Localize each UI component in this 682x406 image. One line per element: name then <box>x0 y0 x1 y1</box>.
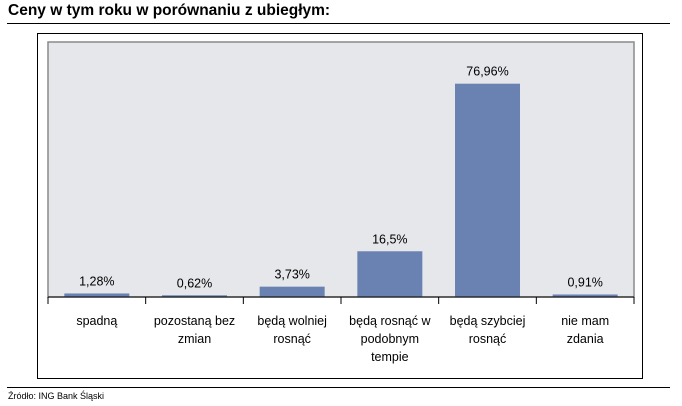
category-label: tempie <box>371 350 409 364</box>
category-label: zdania <box>567 332 604 346</box>
chart-title: Ceny w tym roku w porównaniu z ubiegłym: <box>8 2 331 19</box>
data-label: 3,73% <box>274 268 309 282</box>
bar <box>455 83 520 298</box>
category-label: rosnąć <box>273 332 311 346</box>
category-label: rosnąć <box>469 332 507 346</box>
data-label: 1,28% <box>79 274 114 288</box>
data-label: 76,96% <box>466 65 508 79</box>
category-label: podobnym <box>361 332 419 346</box>
category-label: zmian <box>178 332 211 346</box>
chart-frame <box>37 33 643 379</box>
category-label: będą szybciej <box>450 314 526 328</box>
bar <box>162 295 227 297</box>
bar <box>64 293 130 297</box>
title-rule <box>7 23 670 24</box>
category-label: będą rosnąć w <box>349 314 431 328</box>
category-label: spadną <box>76 314 117 328</box>
source-note: Źródło: ING Bank Śląski <box>8 391 105 401</box>
category-label: pozostaną bez <box>154 314 235 328</box>
data-label: 0,91% <box>567 275 602 289</box>
category-label: nie mam <box>561 314 609 328</box>
data-label: 0,62% <box>177 276 212 290</box>
plot-area <box>47 41 635 298</box>
bar <box>552 294 618 297</box>
bar <box>259 286 325 297</box>
bar <box>357 251 423 297</box>
data-label: 16,5% <box>372 232 407 246</box>
category-label: będą wolniej <box>257 314 327 328</box>
source-rule <box>7 387 670 388</box>
